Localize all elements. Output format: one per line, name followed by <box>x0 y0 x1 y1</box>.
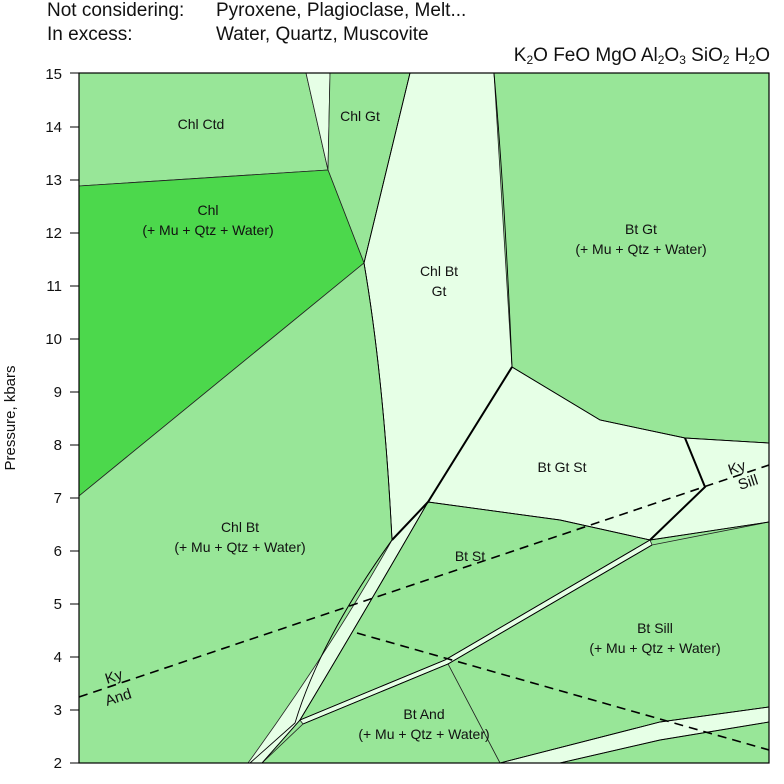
ytick-15: 15 <box>45 66 62 83</box>
boundary-11 <box>559 721 769 763</box>
label-ky-left: Ky <box>103 666 125 688</box>
boundary-3 <box>363 262 393 541</box>
y-axis-label: Pressure, kbars <box>2 365 19 470</box>
label-chl-bt-2: (+ Mu + Qtz + Water) <box>174 539 305 555</box>
boundary-2 <box>493 73 513 368</box>
system-components: K2O FeO MgO Al2O3 SiO2 H2O <box>513 45 770 67</box>
label-bt-sill-2: (+ Mu + Qtz + Water) <box>589 640 720 656</box>
label-bt-and-1: Bt And <box>403 706 444 722</box>
boundary-7 <box>261 501 429 763</box>
boundary-9 <box>302 544 653 725</box>
boundary-4 <box>511 366 769 444</box>
ytick-3: 3 <box>54 702 62 719</box>
ytick-7: 7 <box>54 490 62 507</box>
ytick-9: 9 <box>54 384 62 401</box>
ytick-14: 14 <box>45 119 62 136</box>
ytick-6: 6 <box>54 543 62 560</box>
label-chl-bt-gt-2: Gt <box>432 283 447 299</box>
not-considering-label: Not considering: <box>47 0 185 21</box>
ytick-8: 8 <box>54 437 62 454</box>
label-chl-ctd: Chl Ctd <box>178 116 225 132</box>
label-chl-bt-gt-1: Chl Bt <box>420 263 458 279</box>
label-ky-right: Ky <box>726 457 748 479</box>
boundary-6 <box>249 539 393 763</box>
label-bt-gt-2: (+ Mu + Qtz + Water) <box>575 241 706 257</box>
label-bt-gt-st: Bt Gt St <box>537 459 586 475</box>
label-chl-1: Chl <box>197 202 218 218</box>
label-bt-and-2: (+ Mu + Qtz + Water) <box>358 726 489 742</box>
ytick-4: 4 <box>54 649 62 666</box>
not-considering-value: Pyroxene, Plagioclase, Melt... <box>216 0 467 21</box>
in-excess-label: In excess: <box>47 24 133 45</box>
boundary-10 <box>499 706 769 763</box>
label-bt-st: Bt St <box>455 548 485 564</box>
label-sill-right: Sill <box>736 471 760 493</box>
label-bt-gt-1: Bt Gt <box>625 221 657 237</box>
label-chl-2: (+ Mu + Qtz + Water) <box>142 222 273 238</box>
ytick-13: 13 <box>45 172 62 189</box>
ky-and-sill-dashed-line <box>79 464 769 698</box>
boundary-5 <box>427 501 769 541</box>
label-chl-bt-1: Chl Bt <box>221 519 259 535</box>
y-axis-ticks <box>70 72 79 764</box>
boundary-8 <box>299 539 651 721</box>
label-bt-sill-1: Bt Sill <box>637 620 673 636</box>
in-excess-value: Water, Quartz, Muscovite <box>216 24 429 45</box>
and-sill-dashed-line <box>356 632 769 751</box>
plot-frame <box>78 72 770 764</box>
ytick-2: 2 <box>54 755 62 772</box>
label-chl-gt: Chl Gt <box>340 108 380 124</box>
ytick-10: 10 <box>45 331 62 348</box>
boundary-1 <box>363 73 411 264</box>
ytick-5: 5 <box>54 596 62 613</box>
ytick-11: 11 <box>46 278 62 295</box>
ytick-12: 12 <box>45 225 62 242</box>
